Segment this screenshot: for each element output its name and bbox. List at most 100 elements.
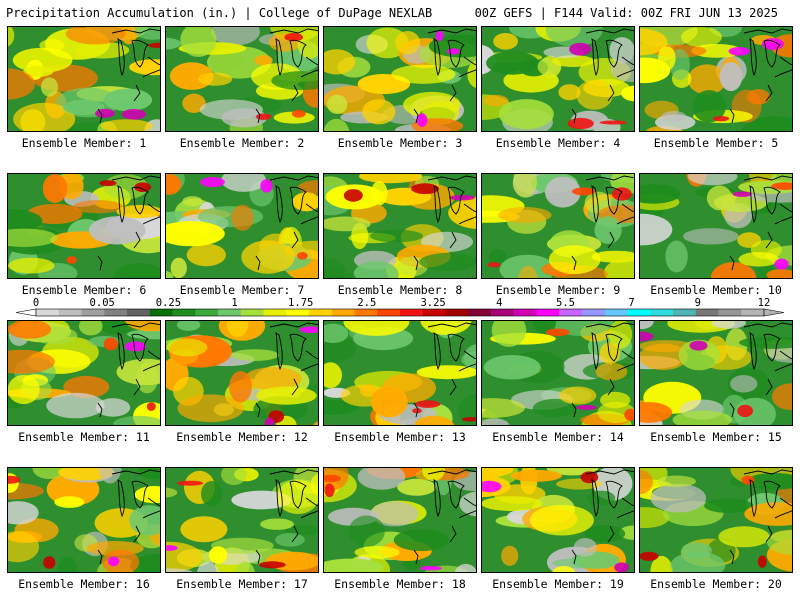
colorbar-left-arrow: [15, 308, 37, 317]
precip-map: [482, 321, 634, 425]
precip-map: [324, 321, 476, 425]
precip-map: [640, 27, 792, 131]
colorbar-segment: [263, 309, 287, 316]
great-lakes-outline: [571, 322, 634, 418]
colorbar-segment: [377, 309, 401, 316]
colorbar-segment: [468, 309, 492, 316]
colorbar-tick-label: 12: [758, 297, 771, 309]
colorbar-segment: [286, 309, 310, 316]
ensemble-member-label: Ensemble Member: 20: [650, 577, 782, 591]
colorbar-tick-label: 1: [231, 297, 237, 309]
ensemble-map-panel: [7, 467, 161, 573]
map-title: Precipitation Accumulation (in.) | Colle…: [6, 6, 433, 20]
colorbar-tick-label: 2.5: [357, 297, 376, 309]
colorbar-segment: [718, 309, 742, 316]
great-lakes-outline: [255, 28, 318, 124]
colorbar-segment: [513, 309, 537, 316]
ensemble-map-panel: [165, 173, 319, 279]
ensemble-member-label: Ensemble Member: 8: [337, 283, 463, 297]
colorbar-segment: [445, 309, 469, 316]
great-lakes-outline: [97, 322, 160, 418]
precip-map: [166, 174, 318, 278]
great-lakes-outline: [97, 175, 160, 271]
precip-map: [324, 174, 476, 278]
great-lakes-outline: [413, 175, 476, 271]
ensemble-map-panel: [7, 320, 161, 426]
colorbar-segment: [422, 309, 446, 316]
ensemble-member-label: Ensemble Member: 3: [337, 136, 463, 150]
precip-map: [482, 468, 634, 572]
colorbar-segment: [354, 309, 378, 316]
precip-colorbar: 0 0.05 0.25 1 1.75 2.5 3.25 4 5.5 7 9 12: [15, 297, 785, 317]
ensemble-member-label: Ensemble Member: 12: [176, 430, 308, 444]
great-lakes-outline: [729, 469, 792, 565]
precip-map: [166, 321, 318, 425]
ensemble-member-label: Ensemble Member: 10: [650, 283, 782, 297]
precip-map: [324, 468, 476, 572]
colorbar-segment: [36, 309, 60, 316]
precip-map: [482, 174, 634, 278]
colorbar-segment: [58, 309, 82, 316]
title-bar: Precipitation Accumulation (in.) | Colle…: [0, 0, 800, 26]
ensemble-map-panel: [639, 173, 793, 279]
colorbar-tick-label: 0.05: [90, 297, 115, 309]
ensemble-map-panel: [7, 173, 161, 279]
colorbar-segment: [218, 309, 242, 316]
colorbar-tick-label: 4: [496, 297, 502, 309]
colorbar-segment: [400, 309, 424, 316]
precip-map: [8, 468, 160, 572]
great-lakes-outline: [97, 28, 160, 124]
ensemble-map-panel: [639, 467, 793, 573]
ensemble-member-label: Ensemble Member: 13: [334, 430, 466, 444]
great-lakes-outline: [729, 28, 792, 124]
ensemble-map-panel: [639, 320, 793, 426]
colorbar-tick-label: 0: [33, 297, 39, 309]
colorbar-tick-label: 3.25: [420, 297, 445, 309]
precip-map: [8, 27, 160, 131]
ensemble-member-label: Ensemble Member: 9: [495, 283, 621, 297]
ensemble-member-label: Ensemble Member: 19: [492, 577, 624, 591]
colorbar-segment: [582, 309, 606, 316]
colorbar-tick-label: 5.5: [556, 297, 575, 309]
colorbar-segment: [195, 309, 219, 316]
ensemble-member-label: Ensemble Member: 15: [650, 430, 782, 444]
colorbar-segment: [331, 309, 355, 316]
great-lakes-outline: [413, 28, 476, 124]
great-lakes-outline: [571, 175, 634, 271]
ensemble-map-panel: [481, 467, 635, 573]
great-lakes-outline: [255, 322, 318, 418]
colorbar-segment: [650, 309, 674, 316]
ensemble-map-panel: [481, 320, 635, 426]
great-lakes-outline: [97, 469, 160, 565]
precip-map: [166, 27, 318, 131]
great-lakes-outline: [571, 469, 634, 565]
ensemble-map-panel: [323, 26, 477, 132]
colorbar-segment: [741, 309, 765, 316]
ensemble-member-label: Ensemble Member: 18: [334, 577, 466, 591]
colorbar-segment: [240, 309, 264, 316]
colorbar-segment: [127, 309, 151, 316]
ensemble-map-panel: [639, 26, 793, 132]
ensemble-member-label: Ensemble Member: 6: [21, 283, 147, 297]
ensemble-member-label: Ensemble Member: 16: [18, 577, 150, 591]
ensemble-member-label: Ensemble Member: 14: [492, 430, 624, 444]
colorbar-segment: [172, 309, 196, 316]
ensemble-member-label: Ensemble Member: 11: [18, 430, 150, 444]
great-lakes-outline: [255, 175, 318, 271]
ensemble-map-panel: [323, 320, 477, 426]
colorbar-segment: [81, 309, 105, 316]
ensemble-member-label: Ensemble Member: 17: [176, 577, 308, 591]
colorbar-tick-label: 7: [628, 297, 634, 309]
ensemble-map-panel: [165, 26, 319, 132]
precip-map: [640, 468, 792, 572]
precip-map: [640, 174, 792, 278]
ensemble-map-panel: [165, 467, 319, 573]
precip-map: [640, 321, 792, 425]
ensemble-member-label: Ensemble Member: 5: [653, 136, 779, 150]
ensemble-member-label: Ensemble Member: 1: [21, 136, 147, 150]
colorbar-segment: [149, 309, 173, 316]
precip-map: [482, 27, 634, 131]
great-lakes-outline: [413, 322, 476, 418]
colorbar-segment: [559, 309, 583, 316]
precip-map: [324, 27, 476, 131]
